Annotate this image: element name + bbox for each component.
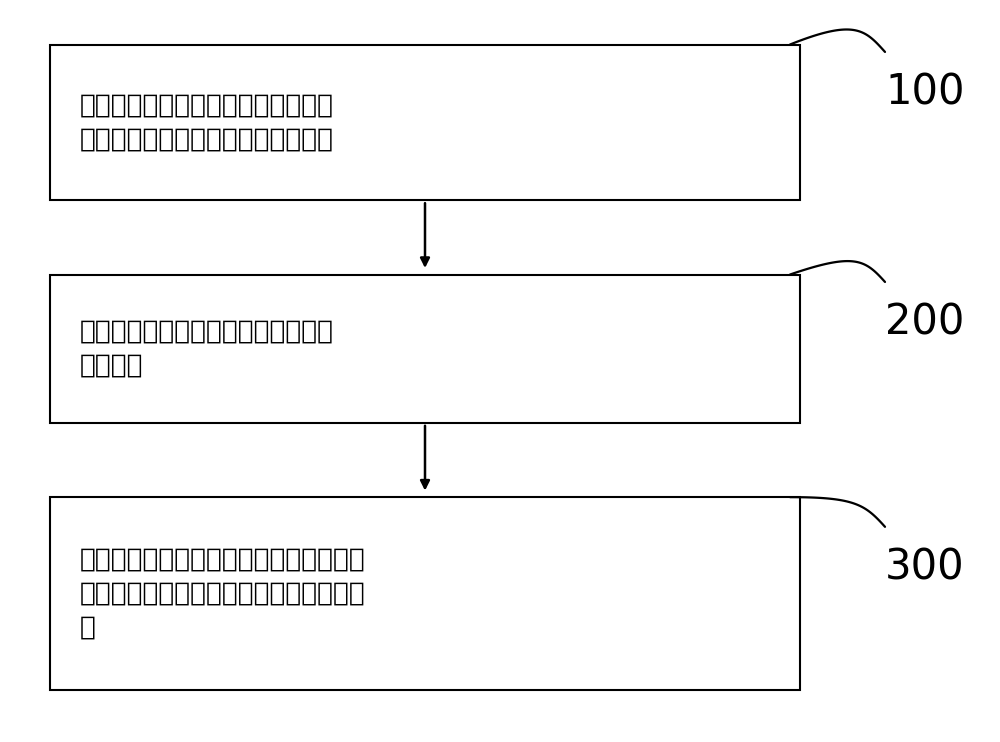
Text: 当检测结果和光纤段长不满足预设值时，
上传数据至连接所述可编程控制器的数据
库: 当检测结果和光纤段长不满足预设值时， 上传数据至连接所述可编程控制器的数据 库 <box>80 547 366 640</box>
Text: 所述可编程控制器记录牵引轮牵引的
光纤段长: 所述可编程控制器记录牵引轮牵引的 光纤段长 <box>80 319 334 378</box>
Text: 300: 300 <box>885 547 965 588</box>
Text: 牵引轮牵引光纤经过包层直径检测仪
涂覆层直径检测仪和麻点切割检测仪: 牵引轮牵引光纤经过包层直径检测仪 涂覆层直径检测仪和麻点切割检测仪 <box>80 93 334 152</box>
FancyBboxPatch shape <box>50 45 800 200</box>
FancyBboxPatch shape <box>50 275 800 423</box>
FancyBboxPatch shape <box>50 497 800 690</box>
Text: 100: 100 <box>885 72 964 114</box>
Text: 200: 200 <box>885 302 964 344</box>
